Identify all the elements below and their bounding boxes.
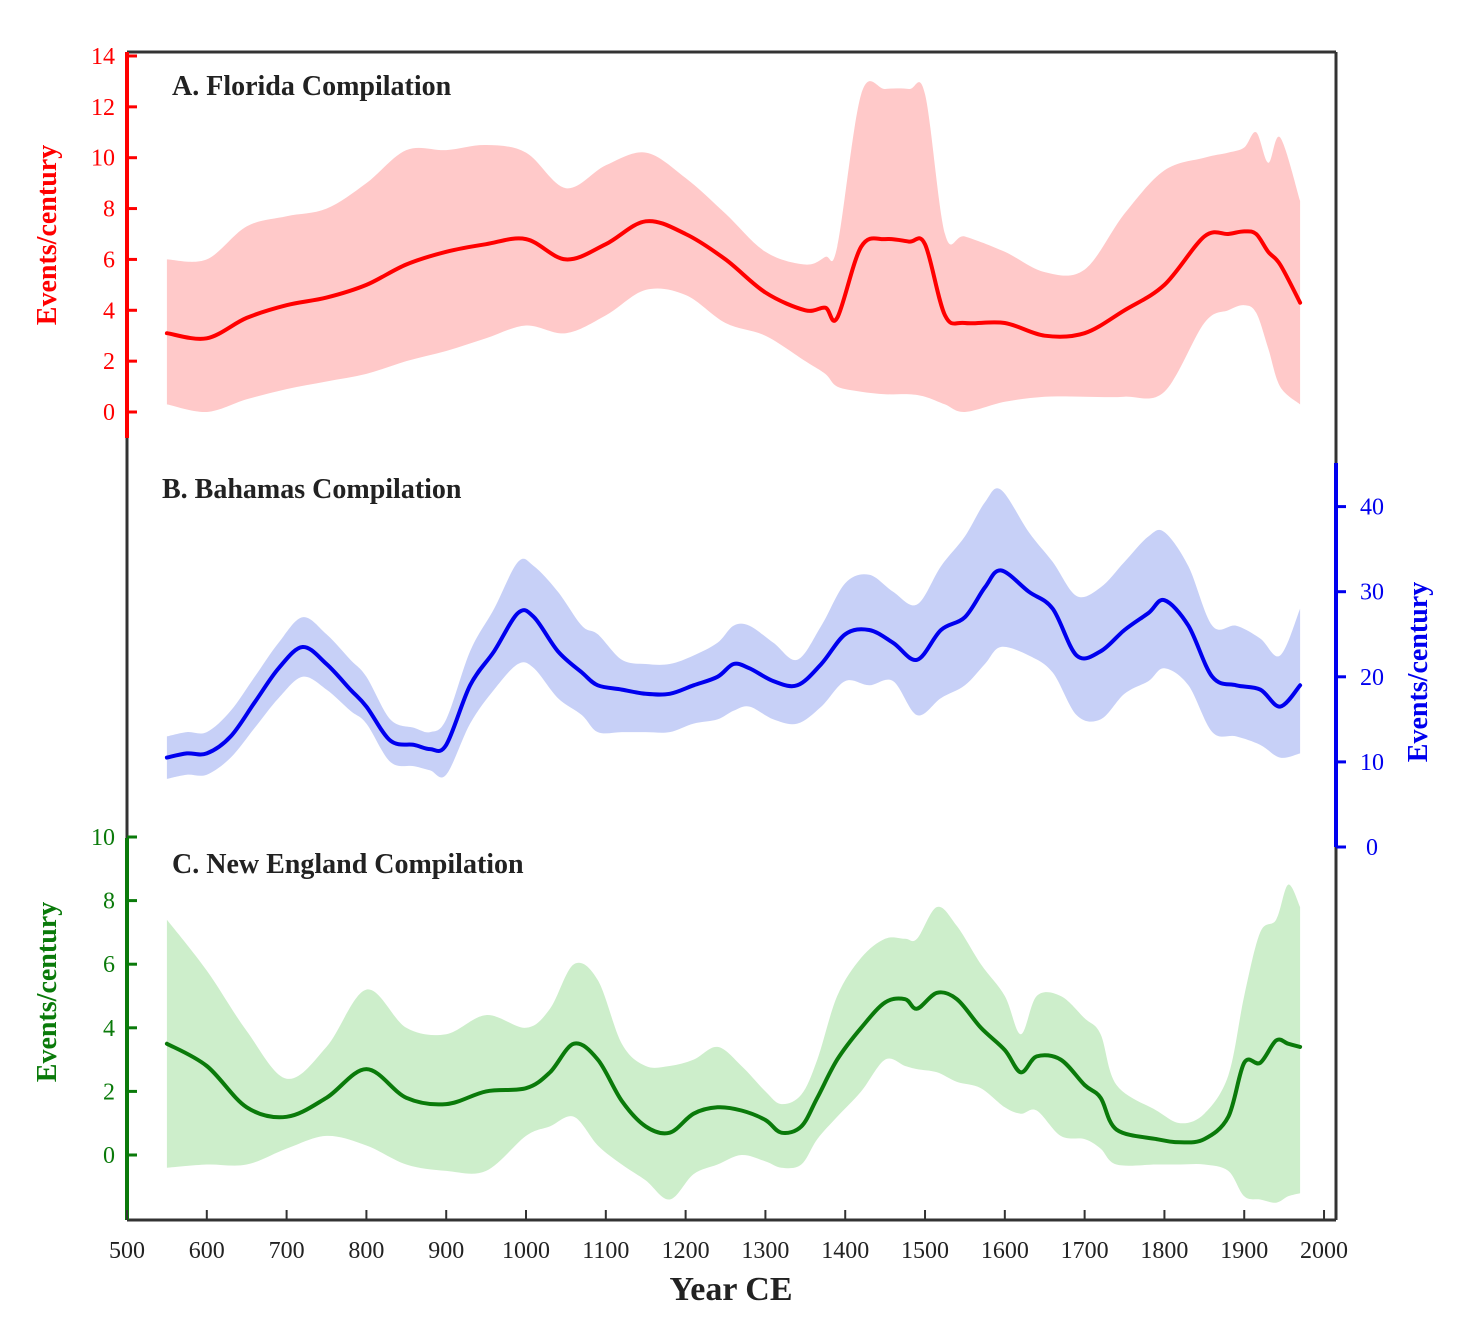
x-tick-label: 1900: [1220, 1238, 1268, 1264]
x-tick-label: 1100: [582, 1238, 629, 1264]
panel-b-y-tick-label: 30: [1360, 580, 1384, 606]
axes: 0 2 4 6 8 10 12 14 0 10 20 30 40 0 2 4 6 8 10 500 600 700 800 9…: [91, 44, 1384, 1264]
x-tick-label: 1600: [981, 1238, 1029, 1264]
panel-b-title: B. Bahamas Compilation: [162, 474, 462, 505]
chart-text: A. Florida Compilation B. Bahamas Compil…: [32, 71, 1434, 1308]
x-tick-label: 1400: [821, 1238, 869, 1264]
panel-a-y-tick-label: 4: [103, 298, 115, 324]
panel-c-y-tick-label: 4: [103, 1016, 115, 1042]
series-lines: [164, 219, 1303, 1145]
panel-b-y-tick-label: 10: [1360, 750, 1384, 776]
panel-c-y-tick-label: 0: [103, 1143, 115, 1169]
panel-a-y-axis-title: Events/century: [32, 145, 63, 325]
panel-b-line: [164, 568, 1303, 760]
panel-a-y-tick-label: 0: [103, 400, 115, 426]
x-tick-label: 900: [428, 1238, 464, 1264]
x-axis-title: Year CE: [669, 1271, 792, 1308]
panel-b-y-tick-label: 0: [1366, 835, 1378, 861]
panel-c-y-tick-label: 8: [103, 889, 115, 915]
confidence-bands: [166, 81, 1301, 1203]
x-tick-label: 1500: [901, 1238, 949, 1264]
x-tick-label: 700: [269, 1238, 305, 1264]
panel-c-title: C. New England Compilation: [172, 849, 524, 880]
panel-b-y-axis-title: Events/century: [1403, 582, 1434, 762]
panel-b-band: [166, 488, 1301, 779]
x-tick-label: 1000: [502, 1238, 550, 1264]
panel-b-y-tick-label: 40: [1360, 495, 1384, 521]
panel-a-y-tick-label: 8: [103, 197, 115, 223]
panel-a-y-tick-label: 6: [103, 247, 115, 273]
panel-a-title: A. Florida Compilation: [172, 71, 452, 102]
x-tick-label: 1200: [662, 1238, 710, 1264]
x-tick-label: 1800: [1140, 1238, 1188, 1264]
panel-a-y-tick-label: 12: [91, 95, 115, 121]
panel-a-y-tick-label: 14: [91, 44, 115, 70]
panel-c-y-tick-label: 2: [103, 1079, 115, 1105]
panel-b-y-tick-label: 20: [1360, 665, 1384, 691]
panel-a-line: [164, 219, 1303, 341]
x-tick-label: 2000: [1300, 1238, 1348, 1264]
panel-a-y-tick-label: 10: [91, 146, 115, 172]
x-tick-label: 800: [348, 1238, 384, 1264]
panel-a-band: [166, 81, 1301, 413]
panel-c-y-tick-label: 10: [91, 825, 115, 851]
x-tick-label: 500: [109, 1238, 145, 1264]
x-tick-label: 1300: [741, 1238, 789, 1264]
x-tick-label: 600: [189, 1238, 225, 1264]
panel-c-band: [166, 884, 1301, 1203]
panel-c-y-axis-title: Events/century: [32, 902, 63, 1082]
panel-c-y-tick-label: 6: [103, 952, 115, 978]
x-tick-label: 1700: [1061, 1238, 1109, 1264]
panel-a-y-tick-label: 2: [103, 349, 115, 375]
panel-c-line: [164, 990, 1303, 1145]
plot-frame: [125, 50, 1338, 1222]
